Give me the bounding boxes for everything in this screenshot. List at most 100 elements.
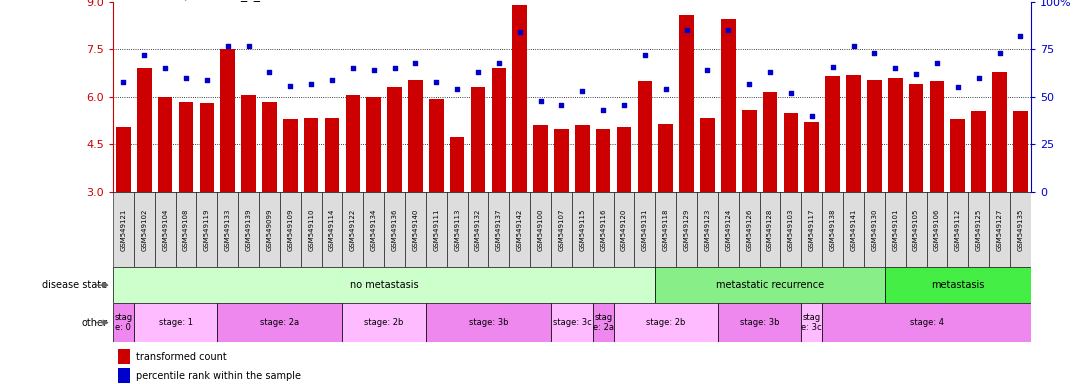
Text: stag
e: 3c: stag e: 3c: [802, 313, 822, 332]
Bar: [802, 192, 822, 267]
Bar: [613, 192, 635, 267]
Text: GSM549139: GSM549139: [245, 208, 252, 251]
Bar: [763, 92, 777, 192]
Text: GSM549110: GSM549110: [308, 208, 314, 251]
Bar: [133, 303, 217, 342]
Bar: [113, 267, 655, 303]
Bar: [238, 192, 259, 267]
Bar: [342, 303, 426, 342]
Text: GSM549101: GSM549101: [892, 208, 898, 251]
Text: GSM549119: GSM549119: [203, 208, 210, 251]
Bar: [884, 267, 1031, 303]
Bar: [867, 79, 881, 192]
Text: stage: 3c: stage: 3c: [552, 318, 592, 327]
Point: [595, 107, 612, 113]
Bar: [655, 192, 676, 267]
Text: transformed count: transformed count: [136, 351, 226, 362]
Bar: [1014, 111, 1028, 192]
Text: GSM549121: GSM549121: [121, 208, 126, 251]
Bar: [325, 118, 339, 192]
Text: GSM549120: GSM549120: [621, 208, 627, 251]
Bar: [659, 124, 674, 192]
Bar: [303, 118, 318, 192]
Text: stage: 3b: stage: 3b: [740, 318, 779, 327]
Point: [782, 90, 799, 96]
Bar: [342, 192, 364, 267]
Point: [386, 65, 404, 71]
Bar: [617, 127, 632, 192]
Bar: [470, 88, 485, 192]
Bar: [635, 192, 655, 267]
Point: [344, 65, 362, 71]
Bar: [199, 103, 214, 192]
Text: GSM549136: GSM549136: [392, 208, 398, 251]
Text: percentile rank within the sample: percentile rank within the sample: [136, 371, 300, 381]
Bar: [593, 303, 613, 342]
Text: GSM549134: GSM549134: [371, 208, 377, 251]
Point: [156, 65, 173, 71]
Point: [491, 60, 508, 66]
Text: GSM549105: GSM549105: [914, 208, 919, 251]
Text: GSM549104: GSM549104: [162, 208, 168, 251]
Bar: [113, 192, 133, 267]
Bar: [512, 5, 527, 192]
Point: [949, 84, 966, 91]
Bar: [926, 192, 947, 267]
Point: [636, 52, 653, 58]
Point: [198, 77, 215, 83]
Bar: [760, 192, 780, 267]
Bar: [972, 111, 986, 192]
Bar: [426, 192, 447, 267]
Text: GSM549099: GSM549099: [267, 208, 272, 251]
Text: GSM549115: GSM549115: [579, 208, 585, 251]
Text: GSM549140: GSM549140: [412, 208, 419, 251]
Bar: [405, 192, 426, 267]
Text: GSM549112: GSM549112: [954, 208, 961, 251]
Text: GSM549103: GSM549103: [788, 208, 794, 251]
Bar: [551, 303, 593, 342]
Text: GSM549125: GSM549125: [976, 208, 981, 251]
Point: [365, 67, 382, 73]
Point: [178, 75, 195, 81]
Bar: [888, 78, 903, 192]
Point: [762, 69, 779, 75]
Text: GSM549107: GSM549107: [558, 208, 565, 251]
Point: [115, 79, 132, 85]
Bar: [909, 84, 923, 192]
Text: stage: 3b: stage: 3b: [469, 318, 508, 327]
Text: GSM549131: GSM549131: [642, 208, 648, 251]
Bar: [426, 303, 551, 342]
Bar: [989, 192, 1010, 267]
Bar: [950, 119, 965, 192]
Point: [574, 88, 591, 94]
Point: [449, 86, 466, 93]
Point: [866, 50, 883, 56]
Point: [803, 113, 820, 119]
Point: [991, 50, 1008, 56]
Text: GSM549132: GSM549132: [475, 208, 481, 251]
Bar: [280, 192, 300, 267]
Text: stage: 1: stage: 1: [158, 318, 193, 327]
Bar: [596, 129, 610, 192]
Text: GSM549138: GSM549138: [830, 208, 836, 251]
Bar: [700, 118, 714, 192]
Point: [907, 71, 924, 77]
Text: GSM549142: GSM549142: [516, 208, 523, 251]
Bar: [367, 97, 381, 192]
Bar: [155, 192, 175, 267]
Bar: [175, 192, 197, 267]
Point: [469, 69, 486, 75]
Bar: [718, 303, 802, 342]
Point: [845, 43, 862, 49]
Text: metastasis: metastasis: [931, 280, 985, 290]
Point: [887, 65, 904, 71]
Text: GSM549111: GSM549111: [434, 208, 439, 251]
Point: [407, 60, 424, 66]
Text: stag
e: 2a: stag e: 2a: [593, 313, 613, 332]
Bar: [217, 192, 238, 267]
Bar: [118, 349, 130, 364]
Text: stag
e: 0: stag e: 0: [114, 313, 132, 332]
Bar: [802, 303, 822, 342]
Text: disease state: disease state: [42, 280, 108, 290]
Point: [260, 69, 278, 75]
